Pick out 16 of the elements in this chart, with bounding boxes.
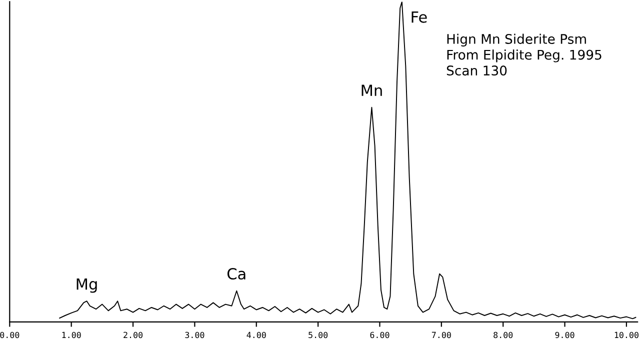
x-tick-label: 6.00: [370, 332, 390, 338]
x-tick-label: 0.00: [0, 332, 20, 338]
annotation: Hign Mn Siderite Psm From Elpidite Peg. 1995 Scan 130: [446, 34, 602, 76]
x-tick-label: 7.00: [432, 332, 451, 338]
x-tick-label: 9.00: [555, 332, 574, 338]
annotation: Fe: [412, 11, 427, 23]
x-tick-label: 3.00: [185, 332, 204, 338]
x-tick-label: 2.00: [124, 332, 143, 338]
x-tick-label: 5.00: [308, 332, 328, 338]
x-tick-label: 4.00: [246, 332, 266, 338]
annotation: Ca: [227, 268, 246, 280]
x-tick-label: 8.00: [494, 332, 513, 338]
annotation: Mg: [76, 278, 97, 293]
x-tick-label: 10.00: [614, 332, 638, 338]
annotation: Mn: [362, 84, 382, 96]
x-tick-label: 1.00: [62, 332, 81, 338]
